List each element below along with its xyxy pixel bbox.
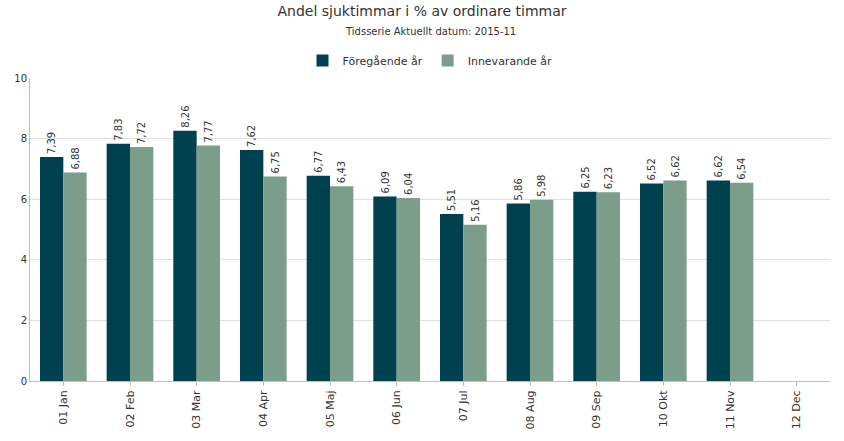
svg-text:6: 6 [21,194,27,205]
svg-text:8,26: 8,26 [180,105,191,127]
svg-text:7,83: 7,83 [113,118,124,140]
svg-text:5,51: 5,51 [446,189,457,211]
svg-text:7,72: 7,72 [136,122,147,144]
svg-text:8: 8 [21,133,27,144]
svg-text:2: 2 [21,315,27,326]
svg-text:7,62: 7,62 [246,125,257,147]
svg-text:05 Maj: 05 Maj [324,390,337,427]
svg-text:03 Mar: 03 Mar [190,390,203,429]
svg-text:6,09: 6,09 [380,171,391,193]
svg-text:6,25: 6,25 [580,166,591,188]
svg-text:6,43: 6,43 [336,161,347,183]
svg-text:7,77: 7,77 [203,120,214,142]
svg-text:5,16: 5,16 [470,199,481,221]
svg-text:6,52: 6,52 [646,158,657,180]
svg-text:12 Dec: 12 Dec [790,390,803,429]
svg-text:07 Jul: 07 Jul [457,390,470,421]
svg-text:Innevarande år: Innevarande år [468,55,552,68]
svg-text:6,04: 6,04 [403,173,414,195]
svg-text:10: 10 [14,73,27,84]
svg-text:6,62: 6,62 [670,155,681,177]
svg-text:6,62: 6,62 [713,155,724,177]
svg-text:01 Jan: 01 Jan [57,390,70,424]
svg-text:5,98: 5,98 [536,175,547,197]
svg-text:6,54: 6,54 [736,158,747,180]
svg-text:0: 0 [21,376,27,387]
svg-text:Föregående år: Föregående år [343,55,423,68]
svg-text:6,23: 6,23 [603,167,614,189]
svg-text:4: 4 [21,254,27,265]
svg-text:10 Okt: 10 Okt [657,390,670,428]
svg-text:08 Aug: 08 Aug [524,390,537,429]
svg-text:6,75: 6,75 [270,151,281,173]
svg-text:09 Sep: 09 Sep [590,390,603,428]
svg-text:7,39: 7,39 [46,132,57,154]
svg-text:5,86: 5,86 [513,178,524,200]
svg-text:Tidsserie Aktuellt datum: 2015: Tidsserie Aktuellt datum: 2015-11 [345,26,516,37]
svg-text:02 Feb: 02 Feb [124,390,137,427]
svg-text:04 Apr: 04 Apr [257,390,270,427]
svg-text:06 Jun: 06 Jun [390,390,403,425]
svg-text:6,77: 6,77 [313,151,324,173]
svg-text:Andel sjuktimmar i % av ordina: Andel sjuktimmar i % av ordinare timmar [277,3,566,19]
svg-text:11 Nov: 11 Nov [724,390,737,429]
svg-text:6,88: 6,88 [70,147,81,169]
